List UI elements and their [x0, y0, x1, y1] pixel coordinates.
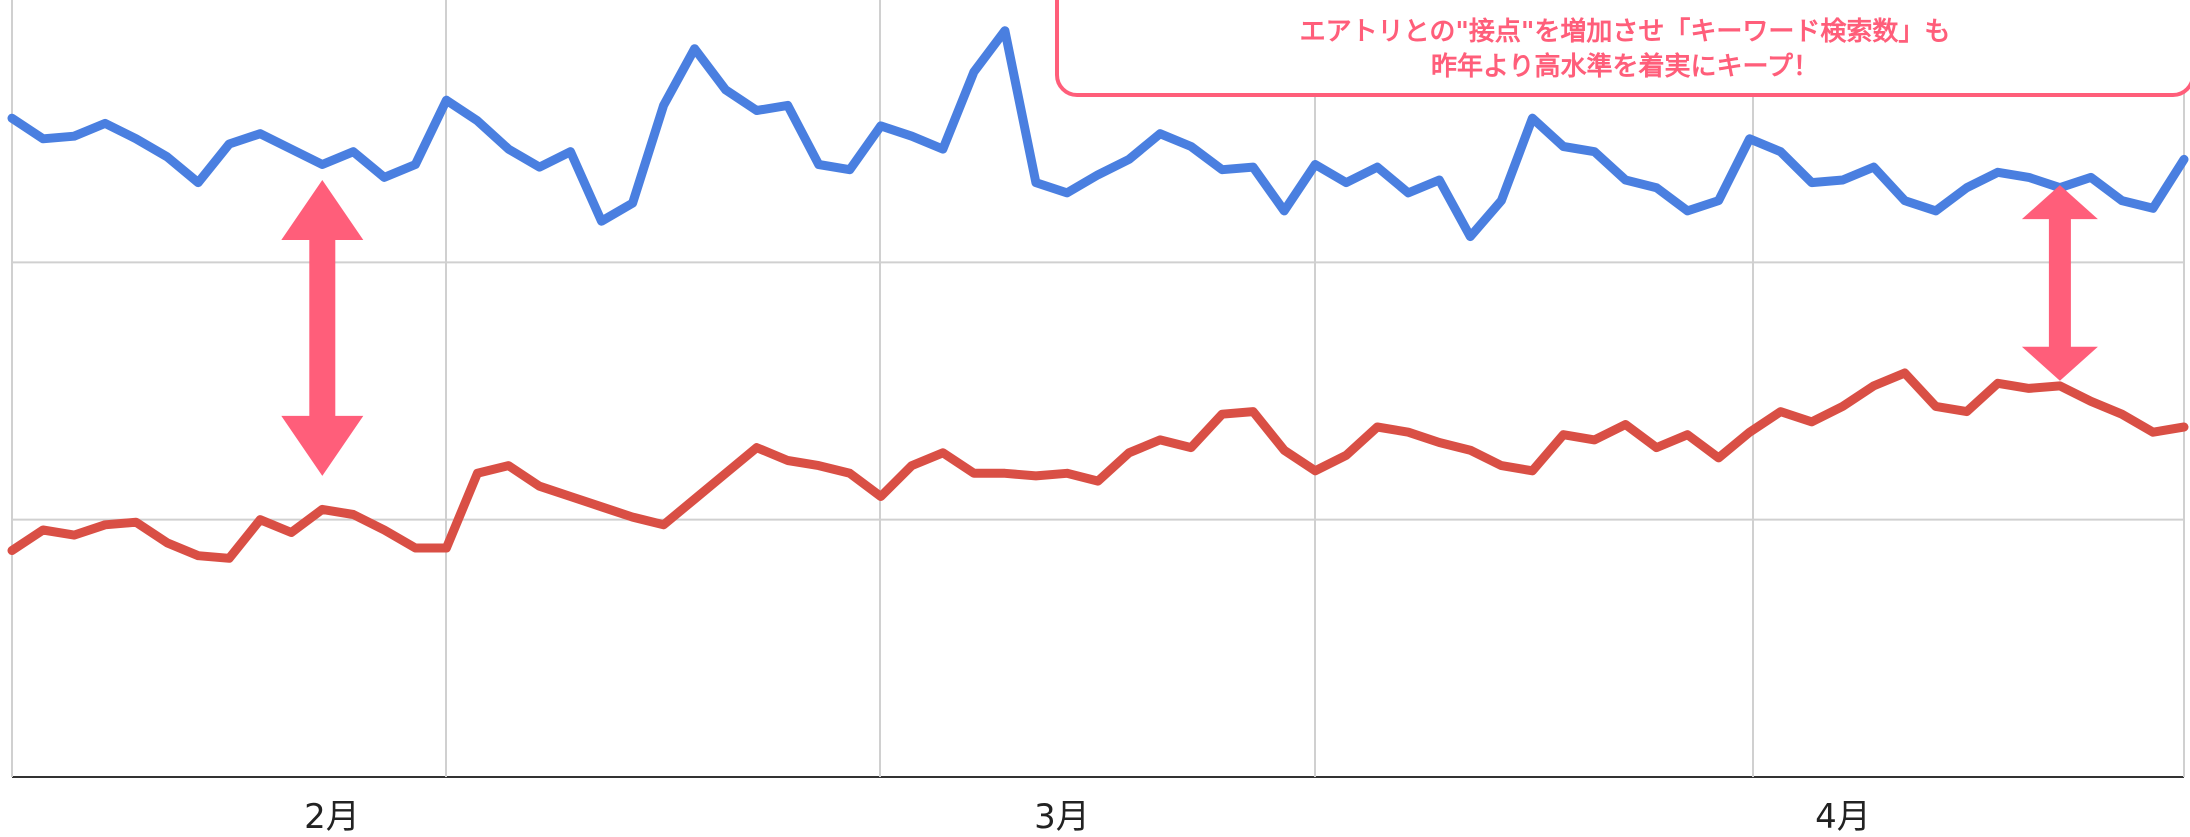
chart-annotations [281, 180, 2098, 476]
callout-box: エアトリとの"接点"を増加させ「キーワード検索数」も 昨年より高水準を着実にキー… [1055, 0, 2190, 97]
chart-series [7, 26, 2189, 563]
double-arrow-1 [281, 180, 364, 476]
callout-line-2: 昨年より高水準を着実にキープ！ [1431, 52, 1819, 82]
series-line-2 [7, 368, 2189, 563]
double-arrow-2 [2021, 185, 2098, 381]
x-axis-ticks: 2月 3月 4月 [304, 797, 1871, 837]
chart-grid [11, 0, 2185, 778]
series-line-1 [7, 26, 2189, 242]
x-tick-label-feb: 2月 [304, 797, 360, 837]
x-tick-label-apr: 4月 [1815, 797, 1871, 837]
callout-line-1: エアトリとの"接点"を増加させ「キーワード検索数」も [1299, 17, 1951, 47]
x-tick-label-mar: 3月 [1034, 797, 1090, 837]
